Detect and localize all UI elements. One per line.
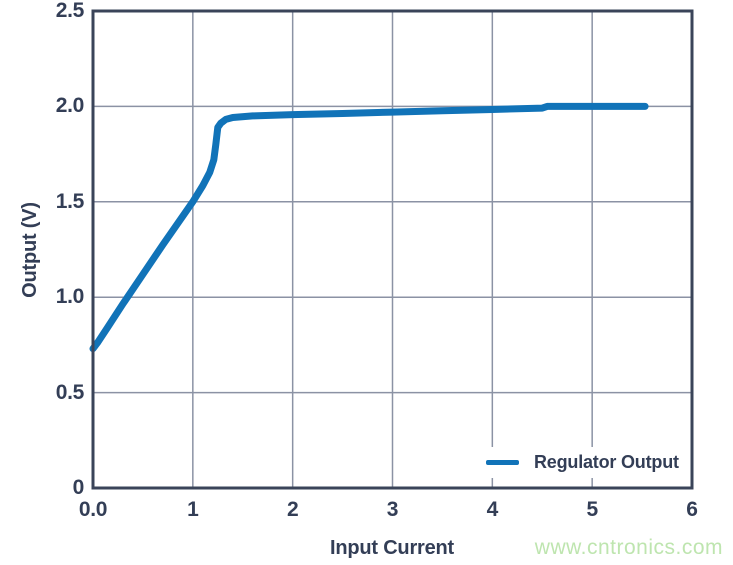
y-tick-label: 2.5 xyxy=(55,0,85,22)
y-tick-label: 0.5 xyxy=(55,380,85,404)
series-line xyxy=(89,102,649,353)
x-tick-label: 6 xyxy=(686,498,698,521)
y-tick-label: 1.0 xyxy=(55,285,85,309)
y-tick-label: 0 xyxy=(72,476,85,499)
legend-label: Regulator Output xyxy=(534,452,679,472)
y-axis-title: Output (V) xyxy=(19,202,41,298)
x-tick-label: 4 xyxy=(486,498,499,521)
legend: Regulator Output xyxy=(476,447,689,478)
y-tick-label: 1.5 xyxy=(55,189,85,213)
x-tick-label: 5 xyxy=(586,498,598,521)
x-axis-title: Input Current xyxy=(329,537,455,559)
x-tick-label: 1 xyxy=(187,498,199,521)
x-tick-label: 3 xyxy=(386,498,399,521)
legend-line-swatch xyxy=(486,460,519,465)
watermark-text: www.cntronics.com xyxy=(534,536,723,559)
x-tick-label: 0.0 xyxy=(78,498,108,521)
y-tick-label: 2.0 xyxy=(55,94,85,118)
x-tick-label: 2 xyxy=(286,498,299,521)
axes-frame xyxy=(91,9,694,490)
